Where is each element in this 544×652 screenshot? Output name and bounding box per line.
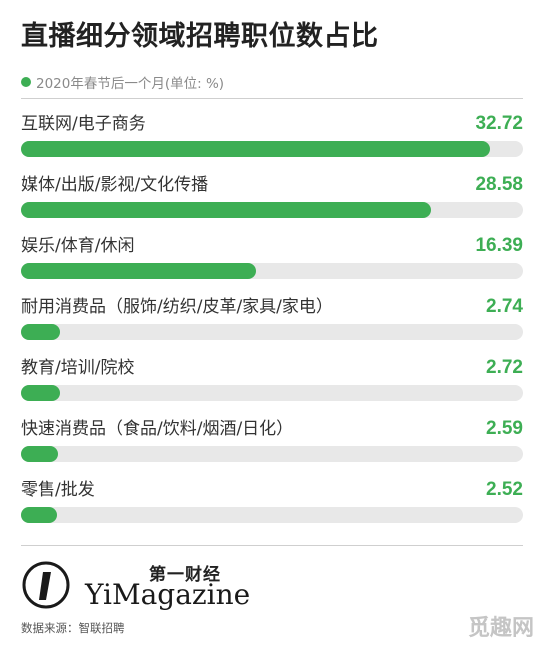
- bar-track: [21, 263, 523, 279]
- yimagazine-logo: 第一财经 YiMagazine: [21, 560, 331, 616]
- value-label: 28.58: [475, 174, 523, 195]
- value-label: 2.59: [486, 418, 523, 439]
- bar: [21, 507, 58, 523]
- bar-row: 零售/批发 2.52: [21, 479, 523, 529]
- value-label: 2.72: [486, 357, 523, 378]
- bar: [21, 263, 257, 279]
- bar-row: 快速消费品（食品/饮料/烟酒/日化） 2.59: [21, 418, 523, 468]
- data-source: 数据来源：智联招聘: [21, 621, 125, 635]
- category-label: 互联网/电子商务: [21, 114, 146, 134]
- legend-dot: [21, 77, 31, 87]
- category-label: 零售/批发: [21, 480, 95, 500]
- legend: 2020年春节后一个月(单位: %): [21, 72, 224, 92]
- logo-en-text: YiMagazine: [85, 578, 251, 611]
- yicai-logo-mark: [22, 561, 70, 609]
- bar-track: [21, 202, 523, 218]
- bar-row: 互联网/电子商务 32.72: [21, 113, 523, 163]
- bar-row: 耐用消费品（服饰/纺织/皮革/家具/家电） 2.74: [21, 296, 523, 346]
- category-label: 媒体/出版/影视/文化传播: [21, 175, 209, 195]
- value-label: 2.74: [486, 296, 523, 317]
- bar-row: 媒体/出版/影视/文化传播 28.58: [21, 174, 523, 224]
- legend-label: 2020年春节后一个月(单位: %): [36, 76, 225, 92]
- value-label: 2.52: [486, 479, 523, 500]
- bar-track: [21, 385, 523, 401]
- logo-cn-text: 第一财经: [149, 565, 221, 585]
- top-divider: [21, 98, 523, 99]
- bar: [21, 141, 491, 157]
- bar-row: 教育/培训/院校 2.72: [21, 357, 523, 407]
- watermark: 觅趣网: [467, 616, 534, 641]
- bar: [21, 385, 60, 401]
- category-label: 教育/培训/院校: [21, 358, 135, 378]
- bar: [21, 446, 59, 462]
- bar-track: [21, 507, 523, 523]
- category-label: 耐用消费品（服饰/纺织/皮革/家具/家电）: [21, 297, 333, 317]
- bar-track: [21, 324, 523, 340]
- bar-track: [21, 141, 523, 157]
- bar: [21, 324, 61, 340]
- bar: [21, 202, 431, 218]
- category-label: 快速消费品（食品/饮料/烟酒/日化）: [21, 419, 294, 439]
- bar-track: [21, 446, 523, 462]
- bar-row: 娱乐/体育/休闲 16.39: [21, 235, 523, 285]
- value-label: 16.39: [475, 235, 523, 256]
- value-label: 32.72: [475, 113, 523, 134]
- category-label: 娱乐/体育/休闲: [21, 236, 135, 256]
- chart-title: 直播细分领域招聘职位数占比: [21, 21, 379, 52]
- bottom-divider: [21, 545, 523, 546]
